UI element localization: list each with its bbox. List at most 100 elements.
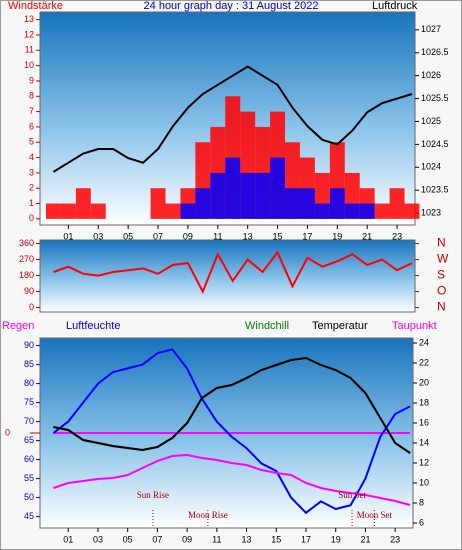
legend-entry: Windstärke	[8, 0, 63, 12]
y-tick-label: 5	[29, 137, 34, 147]
bar	[150, 188, 166, 219]
y2-tick-label: 10	[419, 477, 429, 487]
y-tick-label: 10	[24, 60, 34, 70]
y-tick-label: 6	[29, 121, 34, 131]
y2-tick-label: 14	[419, 437, 429, 447]
legend-entry: Luftdruck	[372, 0, 418, 12]
bar	[90, 203, 106, 219]
y-tick-label: 13	[24, 14, 34, 24]
y-tick-label: 11	[25, 45, 34, 55]
x-tick-label: 09	[183, 231, 193, 241]
bar	[314, 203, 330, 219]
y2-tick-label: 20	[419, 377, 429, 387]
y-tick-label: 85	[24, 359, 34, 369]
y2-tick-label: 22	[419, 357, 429, 367]
x-tick-label: 11	[212, 534, 221, 544]
bar	[299, 188, 315, 219]
y-tick-label: 90	[24, 340, 34, 350]
x-tick-label: 21	[360, 534, 370, 544]
bar	[240, 172, 256, 219]
y2-tick-label: N	[437, 236, 446, 250]
event-label: Moon Set	[357, 510, 393, 520]
y-tick-label: 80	[24, 378, 34, 388]
bar	[45, 203, 61, 219]
x-tick-label: 03	[93, 231, 103, 241]
x-tick-label: 19	[331, 534, 341, 544]
x-tick-label: 01	[63, 534, 73, 544]
y2-tick-label: 18	[419, 397, 429, 407]
bar	[180, 203, 196, 219]
x-tick-label: 15	[271, 534, 281, 544]
series-line	[52, 65, 413, 173]
y-tick-label: 7	[29, 106, 34, 116]
y-tick-label: 60	[24, 454, 34, 464]
x-tick-label: 19	[332, 231, 342, 241]
series-line	[52, 348, 411, 515]
bar	[210, 172, 226, 219]
chart-title: 24 hour graph day : 31 August 2022	[144, 0, 319, 12]
x-tick-label: 15	[273, 231, 283, 241]
legend-entry: Temperatur	[312, 320, 368, 332]
plot-area	[39, 239, 416, 313]
y2-tick-label: O	[437, 284, 446, 298]
bar	[389, 188, 405, 219]
y-tick-label: 75	[24, 397, 34, 407]
x-tick-label: 23	[390, 534, 400, 544]
bar	[404, 203, 420, 219]
bar	[329, 188, 345, 219]
event-label: Sun Set	[338, 490, 366, 500]
y-tick-label: 50	[24, 492, 34, 502]
y2-tick-label: 1025	[421, 116, 441, 126]
series-line	[53, 250, 413, 294]
x-tick-label: 01	[63, 231, 73, 241]
bar	[195, 188, 211, 219]
x-tick-label: 17	[302, 231, 312, 241]
y-tick-label: 9	[29, 75, 34, 85]
y2-tick-label: 24	[419, 337, 429, 347]
x-tick-label: 09	[182, 534, 192, 544]
y2-tick-label: S	[437, 268, 445, 282]
x-tick-label: 13	[242, 534, 252, 544]
x-tick-label: 07	[153, 231, 163, 241]
y2-tick-label: 16	[419, 417, 429, 427]
bar	[75, 188, 91, 219]
bar	[285, 188, 300, 219]
y2-tick-label: 12	[419, 457, 429, 467]
y-tick-label: 55	[24, 473, 34, 483]
y-tick-label: 12	[24, 29, 34, 39]
y-tick-label: 0	[29, 213, 34, 223]
bar	[344, 203, 360, 219]
x-tick-label: 03	[93, 534, 103, 544]
y-tick-label: 8	[29, 91, 34, 101]
bar	[225, 157, 241, 219]
y2-tick-label: 1023	[421, 207, 441, 217]
y2-tick-label: 1024.5	[421, 139, 449, 149]
y2-tick-label: N	[437, 300, 446, 314]
x-tick-label: 21	[362, 231, 372, 241]
y-tick-label: 0	[29, 302, 34, 312]
event-label: Moon Rise	[188, 510, 228, 520]
y-tick-label: 90	[24, 286, 34, 296]
y-tick-label: 360	[19, 238, 34, 248]
y2-tick-label: 8	[419, 497, 424, 507]
legend-entry: Windchill	[245, 320, 289, 332]
bar	[60, 203, 76, 219]
y2-tick-label: 1026.5	[421, 47, 449, 57]
y2-tick-label: 1024	[421, 162, 441, 172]
y-tick-label: 4	[29, 152, 34, 162]
x-tick-label: 05	[123, 534, 133, 544]
x-tick-label: 07	[152, 534, 162, 544]
legend-entry: Taupunkt	[392, 320, 437, 332]
y2-tick-label: 1025.5	[421, 93, 449, 103]
y-tick-label: 270	[19, 254, 34, 264]
y2-tick-label: 6	[419, 517, 424, 527]
x-tick-label: 17	[301, 534, 311, 544]
y-tick-label: 2	[29, 183, 34, 193]
bar	[255, 172, 271, 219]
event-label: Sun Rise	[137, 490, 169, 500]
x-tick-label: 13	[243, 231, 253, 241]
x-tick-label: 05	[123, 231, 133, 241]
y2-tick-label: 1023.5	[421, 185, 449, 195]
legend-entry: Luftfeuchte	[66, 320, 120, 332]
